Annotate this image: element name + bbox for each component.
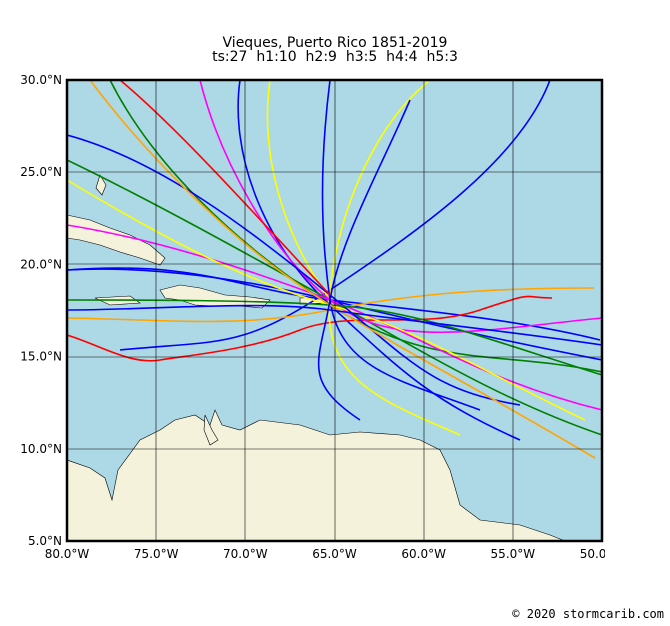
lat-label: 5.0°N [28, 534, 62, 548]
footer: © 2020 stormcarib.com [512, 607, 664, 621]
title: Vieques, Puerto Rico 1851-2019 [223, 35, 448, 51]
lon-labels: 80.0°W 75.0°W 70.0°W 65.0°W 60.0°W 55.0°W 50.0… [45, 547, 625, 561]
lat-label: 25.0°N [20, 165, 62, 179]
lat-label: 15.0°N [20, 350, 62, 364]
lat-label: 20.0°N [20, 257, 62, 271]
lon-label: 55.0°W [491, 547, 536, 561]
lat-label: 10.0°N [20, 442, 62, 456]
lon-label: 75.0°W [134, 547, 179, 561]
lon-label: 60.0°W [401, 547, 446, 561]
lon-label: 70.0°W [223, 547, 268, 561]
map-frame [65, 78, 604, 543]
lon-label: 65.0°W [312, 547, 357, 561]
lat-label: 30.0°N [20, 73, 62, 87]
lon-label: 80.0°W [45, 547, 90, 561]
lon-label: 50.0°W [580, 547, 625, 561]
storm-tracks [67, 80, 602, 459]
subtitle: ts:27 h1:10 h2:9 h3:5 h4:4 h5:3 [212, 49, 458, 65]
grid [67, 80, 602, 541]
lat-labels: 30.0°N 25.0°N 20.0°N 15.0°N 10.0°N 5.0°N [20, 73, 62, 548]
